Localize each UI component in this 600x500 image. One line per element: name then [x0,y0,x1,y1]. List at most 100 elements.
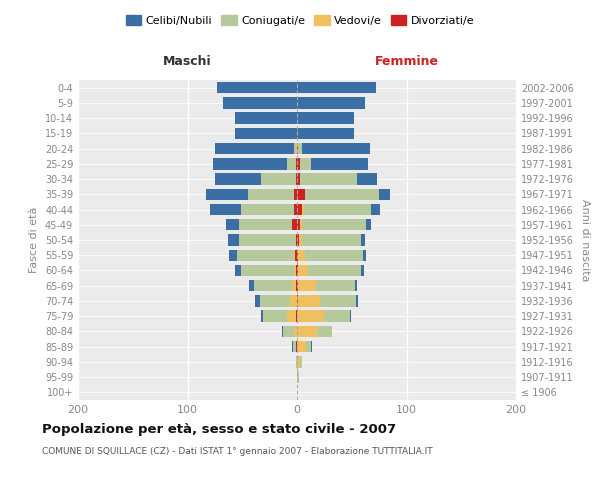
Bar [296,143,297,154]
Bar [297,174,300,185]
Bar [292,219,297,230]
Bar [239,219,292,230]
Bar [294,326,297,337]
Bar [297,188,305,200]
Text: COMUNE DI SQUILLACE (CZ) - Dati ISTAT 1° gennaio 2007 - Elaborazione TUTTITALIA.: COMUNE DI SQUILLACE (CZ) - Dati ISTAT 1°… [42,448,433,456]
Bar [300,356,302,368]
Bar [317,326,332,337]
Bar [297,250,298,261]
Bar [296,280,297,291]
Bar [296,356,297,368]
Bar [371,204,380,215]
Bar [223,97,297,108]
Bar [296,234,297,246]
Bar [357,174,377,185]
Bar [297,310,325,322]
Bar [241,204,294,215]
Bar [325,310,350,322]
Bar [297,295,298,306]
Bar [299,234,302,246]
Text: Popolazione per età, sesso e stato civile - 2007: Popolazione per età, sesso e stato civil… [42,422,396,436]
Bar [297,112,354,124]
Bar [295,250,297,261]
Bar [355,280,357,291]
Bar [241,265,294,276]
Bar [297,372,298,383]
Legend: Celibi/Nubili, Coniugati/e, Vedovi/e, Divorziati/e: Celibi/Nubili, Coniugati/e, Vedovi/e, Di… [121,10,479,30]
Y-axis label: Fasce di età: Fasce di età [29,207,39,273]
Bar [308,265,361,276]
Bar [304,204,371,215]
Bar [292,280,296,291]
Bar [297,234,299,246]
Bar [281,326,283,337]
Bar [248,188,294,200]
Bar [302,219,366,230]
Bar [256,295,260,306]
Bar [294,265,296,276]
Bar [302,234,361,246]
Bar [298,295,320,306]
Bar [235,128,297,139]
Bar [297,143,298,154]
Bar [294,188,297,200]
Bar [290,295,297,306]
Bar [298,143,302,154]
Bar [305,250,363,261]
Bar [293,341,296,352]
Bar [229,250,237,261]
Bar [305,188,379,200]
Bar [297,204,302,215]
Bar [320,295,356,306]
Bar [356,295,358,306]
Bar [300,158,311,170]
Bar [294,204,297,215]
Bar [297,128,354,139]
Bar [211,204,241,215]
Bar [292,341,293,352]
Bar [237,250,294,261]
Bar [239,234,296,246]
Bar [254,280,292,291]
Bar [228,234,239,246]
Bar [361,265,364,276]
Text: Femmine: Femmine [374,54,439,68]
Bar [297,356,300,368]
Bar [261,310,263,322]
Bar [287,158,296,170]
Bar [294,143,296,154]
Bar [298,280,316,291]
Bar [298,250,305,261]
Bar [297,158,300,170]
Bar [297,265,298,276]
Bar [283,326,294,337]
Bar [249,280,254,291]
Bar [287,310,296,322]
Bar [361,234,365,246]
Bar [215,143,294,154]
Bar [217,82,297,94]
Bar [379,188,390,200]
Bar [297,82,376,94]
Bar [296,158,297,170]
Bar [226,219,239,230]
Bar [206,188,248,200]
Bar [306,341,311,352]
Bar [296,265,297,276]
Bar [297,97,365,108]
Text: Maschi: Maschi [163,54,212,68]
Bar [296,174,297,185]
Bar [297,326,317,337]
Bar [212,158,287,170]
Bar [235,265,241,276]
Bar [316,280,355,291]
Bar [302,143,370,154]
Bar [294,250,295,261]
Bar [302,204,304,215]
Bar [366,219,371,230]
Bar [311,158,368,170]
Bar [298,265,308,276]
Bar [296,341,297,352]
Bar [263,310,287,322]
Bar [297,341,306,352]
